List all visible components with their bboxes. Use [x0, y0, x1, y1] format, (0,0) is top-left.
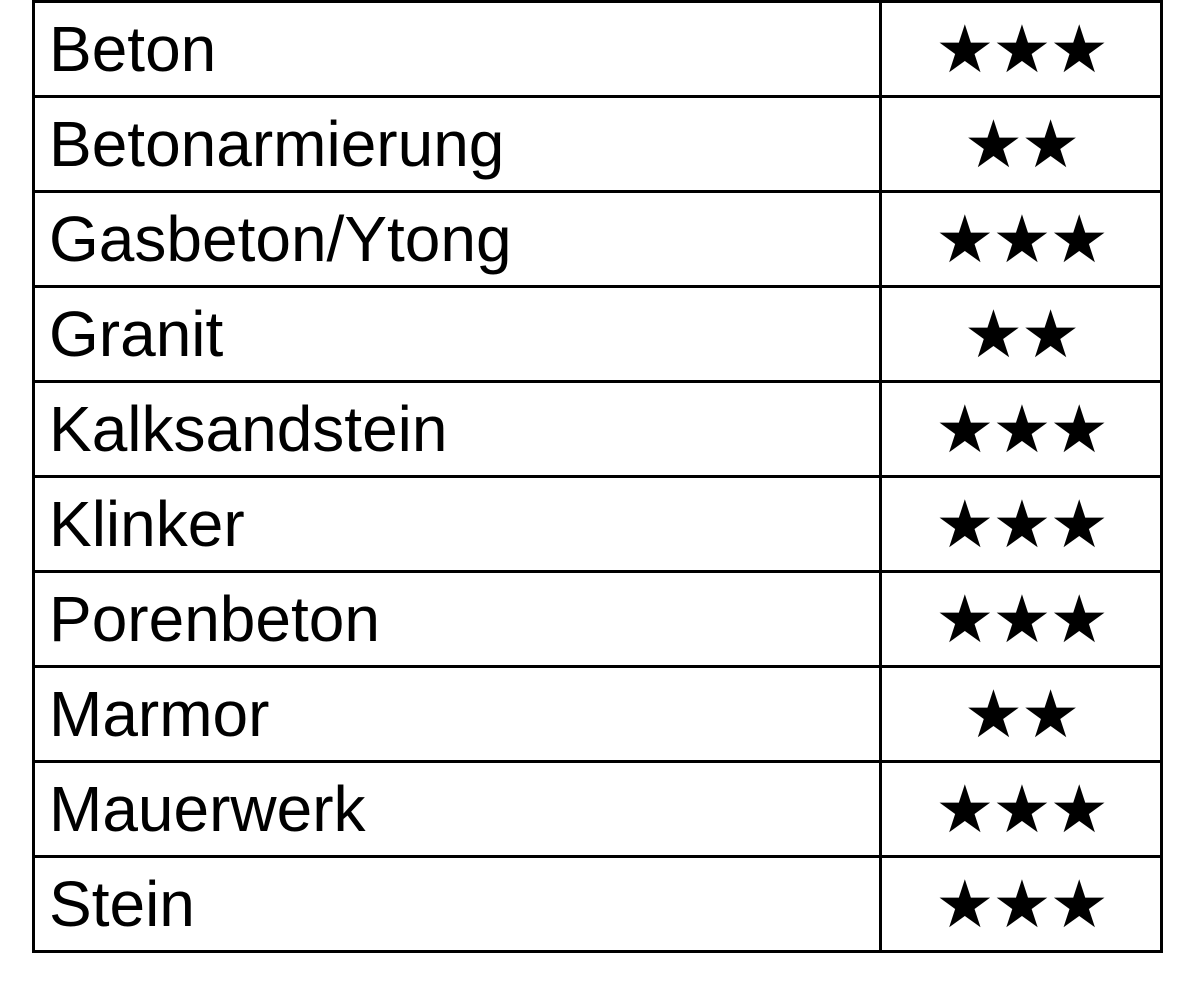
material-name: Kalksandstein [32, 380, 882, 478]
table-row: Gasbeton/Ytong ★★★ [32, 190, 1163, 288]
table-row: Porenbeton ★★★ [32, 570, 1163, 668]
material-name: Marmor [32, 665, 882, 763]
material-name: Betonarmierung [32, 95, 882, 193]
table-row: Mauerwerk ★★★ [32, 760, 1163, 858]
star-rating: ★★★ [879, 760, 1163, 858]
star-rating: ★★ [879, 285, 1163, 383]
table-row: Stein ★★★ [32, 855, 1163, 953]
table-row: Marmor ★★ [32, 665, 1163, 763]
star-rating: ★★★ [879, 190, 1163, 288]
table-body: Beton ★★★ Betonarmierung ★★ Gasbeton/Ytong ★★… [32, 0, 1163, 953]
table-row: Betonarmierung ★★ [32, 95, 1163, 193]
material-name: Gasbeton/Ytong [32, 190, 882, 288]
table-row: Beton ★★★ [32, 0, 1163, 98]
star-rating: ★★★ [879, 475, 1163, 573]
material-name: Granit [32, 285, 882, 383]
table-row: Klinker ★★★ [32, 475, 1163, 573]
star-rating: ★★★ [879, 380, 1163, 478]
material-name: Porenbeton [32, 570, 882, 668]
materials-table: Beton ★★★ Betonarmierung ★★ Gasbeton/Ytong ★★… [32, 0, 1163, 953]
star-rating: ★★ [879, 665, 1163, 763]
star-rating: ★★ [879, 95, 1163, 193]
material-name: Klinker [32, 475, 882, 573]
table-row: Granit ★★ [32, 285, 1163, 383]
material-name: Stein [32, 855, 882, 953]
table-container: Beton ★★★ Betonarmierung ★★ Gasbeton/Ytong ★★… [32, 0, 1163, 953]
star-rating: ★★★ [879, 855, 1163, 953]
material-name: Beton [32, 0, 882, 98]
table-row: Kalksandstein ★★★ [32, 380, 1163, 478]
material-name: Mauerwerk [32, 760, 882, 858]
star-rating: ★★★ [879, 570, 1163, 668]
star-rating: ★★★ [879, 0, 1163, 98]
